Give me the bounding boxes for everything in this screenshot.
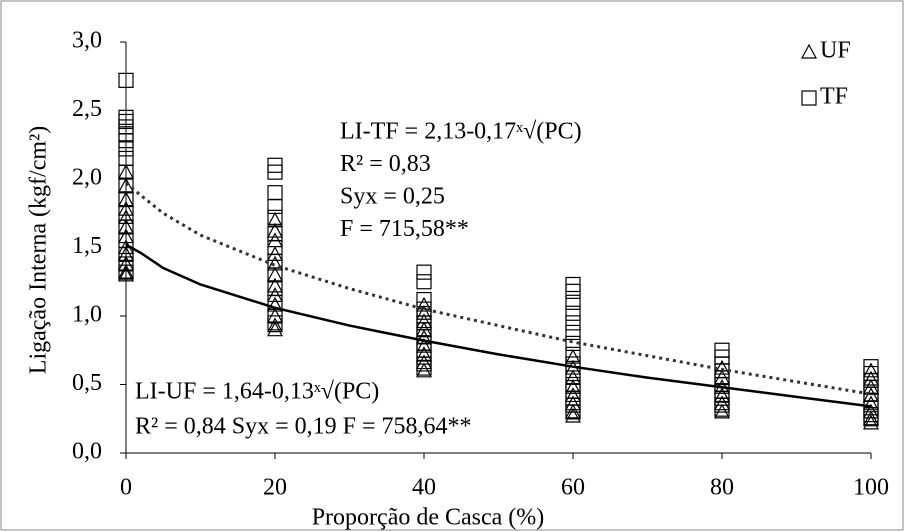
- triangle-point: [564, 378, 582, 394]
- triangle-point: [117, 209, 135, 224]
- annotation: Syx = 0,25: [340, 184, 445, 210]
- fit-curve: [125, 243, 872, 408]
- triangle-point: [266, 317, 284, 333]
- triangle-point: [117, 228, 135, 244]
- annotation: R² = 0,83: [340, 151, 431, 177]
- square-point: [565, 404, 581, 420]
- square-point: [565, 335, 581, 351]
- y-tick-label: 1,0: [72, 302, 102, 328]
- x-tick-label: 0: [120, 475, 132, 501]
- square-point: [565, 346, 581, 362]
- y-tick-label: 1,5: [72, 233, 102, 259]
- triangle-point: [564, 403, 582, 419]
- triangle-point: [266, 255, 284, 271]
- square-point: [267, 315, 283, 331]
- triangle-point: [862, 414, 880, 430]
- triangle-point: [862, 410, 880, 426]
- triangle-point: [415, 337, 433, 353]
- y-tick-label: 0,5: [72, 370, 102, 396]
- triangle-point: [117, 266, 135, 282]
- annotation: LI-UF = 1,64-0,13ˣ√(PC): [135, 379, 379, 405]
- square-point: [565, 305, 581, 321]
- triangle-point: [415, 304, 433, 320]
- square-point: [118, 141, 134, 157]
- triangle-point: [415, 313, 433, 329]
- triangle-point: [117, 255, 135, 271]
- square-point: [416, 264, 432, 280]
- legend-label: UF: [820, 38, 851, 64]
- annotation: LI-TF = 2,13-0,17ˣ√(PC): [340, 119, 582, 145]
- square-point: [565, 283, 581, 299]
- triangle-point: [266, 211, 284, 227]
- x-tick-label: 40: [412, 475, 436, 501]
- square-point: [118, 256, 134, 272]
- x-tick-label: 60: [561, 475, 585, 501]
- triangle-point: [415, 346, 433, 361]
- square-point: [416, 360, 432, 376]
- triangle-point: [713, 359, 731, 375]
- square-point: [118, 133, 134, 149]
- triangle-point: [564, 407, 582, 423]
- square-point: [565, 356, 581, 372]
- square-point: [267, 209, 283, 225]
- square-point: [416, 274, 432, 290]
- legend-marker: [801, 90, 817, 106]
- triangle-point: [117, 263, 135, 279]
- y-tick-label: 3,0: [72, 28, 102, 54]
- triangle-point: [415, 296, 433, 312]
- triangle-point: [117, 191, 135, 207]
- square-point: [118, 264, 134, 280]
- x-axis-label: Proporção de Casca (%): [312, 505, 545, 531]
- fit-curve: [125, 181, 872, 396]
- x-tick-label: 100: [853, 475, 889, 501]
- annotation: F = 715,58**: [340, 216, 469, 242]
- y-axis-label: Ligação Interna (kgf/cm²): [26, 126, 52, 374]
- square-point: [118, 246, 134, 262]
- triangle-point: [713, 403, 731, 419]
- legend-marker: [800, 43, 818, 59]
- triangle-point: [117, 246, 135, 261]
- square-point: [267, 164, 283, 180]
- legend-label: TF: [820, 84, 848, 110]
- triangle-point: [862, 395, 880, 411]
- triangle-point: [266, 277, 284, 293]
- triangle-point: [564, 387, 582, 403]
- square-point: [714, 401, 730, 417]
- square-point: [863, 411, 879, 427]
- triangle-point: [713, 387, 731, 403]
- triangle-point: [266, 266, 284, 282]
- square-point: [565, 294, 581, 310]
- triangle-point: [117, 218, 135, 234]
- square-point: [267, 185, 283, 201]
- triangle-point: [117, 200, 135, 216]
- square-point: [118, 72, 134, 88]
- square-point: [267, 198, 283, 214]
- triangle-point: [266, 296, 284, 312]
- triangle-point: [713, 395, 731, 411]
- triangle-point: [415, 354, 433, 370]
- x-tick-label: 20: [263, 475, 287, 501]
- triangle-point: [266, 222, 284, 238]
- square-point: [565, 324, 581, 341]
- triangle-point: [862, 362, 880, 378]
- y-tick-label: 2,5: [72, 96, 102, 122]
- square-point: [565, 315, 581, 331]
- y-tick-label: 2,0: [72, 165, 102, 191]
- triangle-point: [415, 362, 433, 378]
- triangle-point: [266, 321, 284, 337]
- triangle-point: [862, 370, 880, 386]
- x-tick-label: 80: [710, 475, 734, 501]
- y-tick-label: 0,0: [72, 439, 102, 465]
- square-point: [416, 291, 432, 308]
- annotation: R² = 0,84 Syx = 0,19 F = 758,64**: [135, 414, 472, 440]
